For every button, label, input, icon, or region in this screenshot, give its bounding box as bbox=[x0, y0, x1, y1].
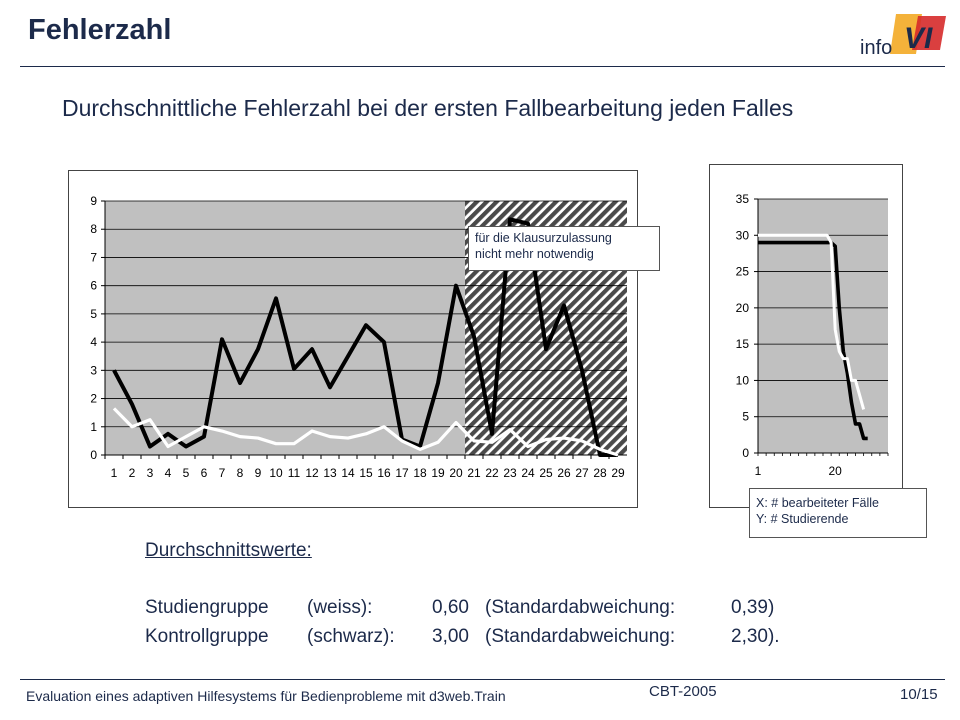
x-tick-label: 20 bbox=[829, 464, 843, 478]
x-tick-label: 11 bbox=[288, 466, 301, 480]
y-tick-label: 8 bbox=[90, 222, 97, 236]
y-tick-label: 7 bbox=[90, 250, 97, 264]
x-tick-label: 25 bbox=[539, 466, 553, 480]
callout-exam-note: für die Klausurzulassung nicht mehr notw… bbox=[468, 226, 660, 271]
x-tick-label: 20 bbox=[449, 466, 463, 480]
callout-axes-x: X: # bearbeiteter Fälle bbox=[756, 496, 879, 510]
x-tick-label: 27 bbox=[575, 466, 589, 480]
y-tick-label: 3 bbox=[90, 363, 97, 377]
x-tick-label: 15 bbox=[359, 466, 373, 480]
y-tick-label: 25 bbox=[736, 265, 750, 279]
x-tick-label: 21 bbox=[467, 466, 481, 480]
x-tick-label: 1 bbox=[755, 464, 762, 478]
y-tick-label: 35 bbox=[736, 192, 750, 206]
y-tick-label: 4 bbox=[90, 335, 97, 349]
footer-rule bbox=[20, 679, 945, 680]
footer-title: Evaluation eines adaptiven Hilfesystems … bbox=[26, 688, 506, 704]
callout-exam-line1: für die Klausurzulassung bbox=[475, 231, 612, 245]
stats-sd-label: (Standardabweichung: bbox=[485, 626, 676, 647]
x-tick-label: 8 bbox=[237, 466, 244, 480]
x-tick-label: 2 bbox=[129, 466, 136, 480]
x-tick-label: 6 bbox=[201, 466, 208, 480]
stats-sd-label: (Standardabweichung: bbox=[485, 597, 676, 618]
y-tick-label: 10 bbox=[736, 373, 750, 387]
x-tick-label: 29 bbox=[611, 466, 625, 480]
x-tick-label: 9 bbox=[255, 466, 262, 480]
x-tick-label: 4 bbox=[165, 466, 172, 480]
stats-color-label: (schwarz): bbox=[307, 626, 395, 647]
x-tick-label: 23 bbox=[503, 466, 517, 480]
callout-axes-y: Y: # Studierende bbox=[756, 512, 849, 526]
x-tick-label: 14 bbox=[341, 466, 355, 480]
x-tick-label: 3 bbox=[147, 466, 154, 480]
x-tick-label: 22 bbox=[485, 466, 499, 480]
y-tick-label: 6 bbox=[90, 279, 97, 293]
stats-group-label: Kontrollgruppe bbox=[145, 626, 269, 647]
y-tick-label: 0 bbox=[742, 446, 749, 460]
x-tick-label: 28 bbox=[593, 466, 607, 480]
x-tick-label: 19 bbox=[431, 466, 445, 480]
header-rule bbox=[20, 66, 945, 67]
series-black-control bbox=[758, 240, 868, 441]
slide-subtitle: Durchschnittliche Fehlerzahl bei der ers… bbox=[62, 95, 794, 121]
svg-text:VI: VI bbox=[904, 22, 933, 55]
y-tick-label: 1 bbox=[90, 420, 97, 434]
y-tick-label: 9 bbox=[90, 194, 97, 208]
y-tick-label: 30 bbox=[736, 228, 750, 242]
x-tick-label: 26 bbox=[557, 466, 571, 480]
main-chart-frame: 0 1 2 3 4 5 6 7 8 9 1 2 3 4 5 6 7 8 9 10 11 12 13 14 15 16 17 18 19 2… bbox=[68, 170, 638, 508]
y-tick-label: 20 bbox=[736, 301, 750, 315]
stats-sd: 2,30). bbox=[731, 626, 780, 647]
y-tick-label: 2 bbox=[90, 392, 97, 406]
small-chart-frame: 0 5 10 15 20 25 30 35 1 20 bbox=[709, 164, 903, 508]
x-tick-label: 12 bbox=[305, 466, 319, 480]
x-tick-label: 18 bbox=[413, 466, 427, 480]
callout-exam-line2: nicht mehr notwendig bbox=[475, 247, 594, 261]
x-tick-label: 1 bbox=[111, 466, 118, 480]
page-number: 10/15 bbox=[900, 686, 938, 703]
footer-conference: CBT-2005 bbox=[649, 683, 717, 700]
callout-axes-legend: X: # bearbeiteter Fälle Y: # Studierende bbox=[749, 488, 927, 538]
y-tick-label: 5 bbox=[90, 307, 97, 321]
x-tick-label: 13 bbox=[323, 466, 337, 480]
y-tick-label: 0 bbox=[90, 448, 97, 462]
stats-mean: 3,00 bbox=[432, 626, 469, 647]
plot-area bbox=[758, 199, 888, 453]
x-tick-label: 16 bbox=[377, 466, 391, 480]
x-tick-label: 10 bbox=[269, 466, 283, 480]
stats-group-label: Studiengruppe bbox=[145, 597, 269, 618]
y-tick-label: 15 bbox=[736, 337, 750, 351]
svg-text:info: info bbox=[860, 37, 892, 59]
slide-title: Fehlerzahl bbox=[28, 14, 172, 46]
stats-color-label: (weiss): bbox=[307, 597, 373, 618]
stats-sd: 0,39) bbox=[731, 597, 775, 618]
x-tick-label: 17 bbox=[395, 466, 409, 480]
info-vi-logo: VI info bbox=[860, 14, 946, 59]
x-tick-label: 5 bbox=[183, 466, 190, 480]
stats-heading: Durchschnittswerte: bbox=[145, 540, 312, 561]
series-white-study bbox=[758, 233, 866, 410]
y-tick-label: 5 bbox=[742, 410, 749, 424]
series-white-study bbox=[112, 407, 619, 457]
x-tick-label: 7 bbox=[219, 466, 226, 480]
x-tick-label: 24 bbox=[521, 466, 535, 480]
stats-mean: 0,60 bbox=[432, 597, 469, 618]
students-chart: 0 5 10 15 20 25 30 35 1 20 bbox=[736, 192, 889, 478]
